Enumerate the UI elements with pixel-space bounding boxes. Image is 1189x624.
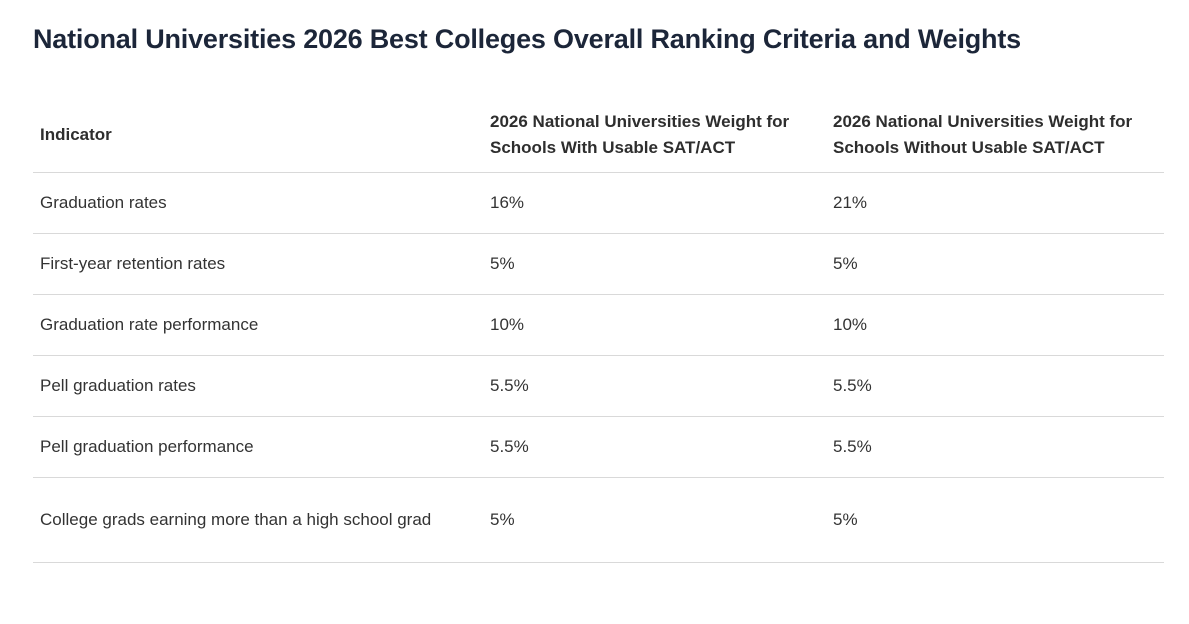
weight-without-sat-cell: 5% bbox=[826, 477, 1164, 563]
table-body: Graduation rates 16% 21% First-year rete… bbox=[33, 172, 1164, 563]
page-title: National Universities 2026 Best Colleges… bbox=[33, 24, 1021, 54]
weight-without-sat-cell: 5.5% bbox=[826, 416, 1164, 478]
weight-with-sat-cell: 5% bbox=[483, 477, 826, 563]
indicator-cell: Graduation rates bbox=[33, 172, 483, 234]
indicator-cell: Pell graduation performance bbox=[33, 416, 483, 478]
indicator-cell: Graduation rate performance bbox=[33, 294, 483, 356]
article-content: National Universities 2026 Best Colleges… bbox=[33, 24, 1164, 563]
table-row: Pell graduation performance 5.5% 5.5% bbox=[33, 416, 1164, 478]
table-row: First-year retention rates 5% 5% bbox=[33, 233, 1164, 295]
ranking-criteria-table: Indicator 2026 National Universities Wei… bbox=[33, 98, 1164, 563]
table-row: Pell graduation rates 5.5% 5.5% bbox=[33, 355, 1164, 417]
indicator-cell: Pell graduation rates bbox=[33, 355, 483, 417]
weight-with-sat-cell: 5% bbox=[483, 233, 826, 295]
weight-with-sat-cell: 16% bbox=[483, 172, 826, 234]
weight-with-sat-cell: 10% bbox=[483, 294, 826, 356]
column-header-indicator: Indicator bbox=[33, 98, 483, 173]
indicator-cell: College grads earning more than a high s… bbox=[33, 477, 483, 563]
table-header: Indicator 2026 National Universities Wei… bbox=[33, 98, 1164, 173]
table-row: Graduation rate performance 10% 10% bbox=[33, 294, 1164, 356]
weight-without-sat-cell: 21% bbox=[826, 172, 1164, 234]
column-header-weight-with-sat: 2026 National Universities Weight for Sc… bbox=[483, 98, 826, 173]
weight-without-sat-cell: 10% bbox=[826, 294, 1164, 356]
weight-with-sat-cell: 5.5% bbox=[483, 416, 826, 478]
table-row: Graduation rates 16% 21% bbox=[33, 172, 1164, 234]
table-row: College grads earning more than a high s… bbox=[33, 477, 1164, 563]
column-header-weight-without-sat: 2026 National Universities Weight for Sc… bbox=[826, 98, 1164, 173]
weight-without-sat-cell: 5.5% bbox=[826, 355, 1164, 417]
indicator-cell: First-year retention rates bbox=[33, 233, 483, 295]
weight-without-sat-cell: 5% bbox=[826, 233, 1164, 295]
header-row: Indicator 2026 National Universities Wei… bbox=[33, 98, 1164, 173]
weight-with-sat-cell: 5.5% bbox=[483, 355, 826, 417]
